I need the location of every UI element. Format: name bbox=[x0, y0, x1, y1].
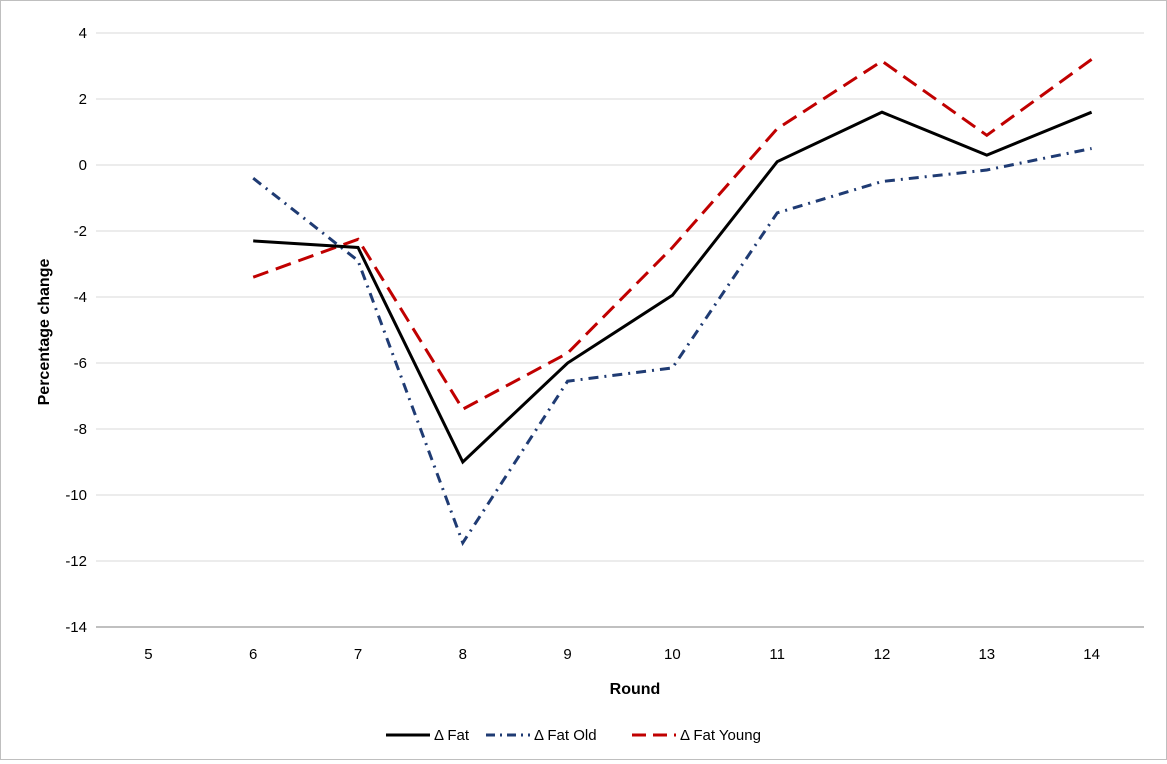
series-line bbox=[252, 58, 1093, 412]
x-tick-label: 14 bbox=[1083, 646, 1100, 663]
series-lines bbox=[252, 58, 1093, 547]
legend-label: Δ Fat bbox=[434, 727, 470, 744]
legend-label: Δ Fat Young bbox=[680, 727, 761, 744]
x-tick-label: 7 bbox=[354, 646, 362, 663]
y-tick-label: -2 bbox=[74, 223, 87, 240]
x-tick-label: 9 bbox=[563, 646, 571, 663]
y-tick-label: -12 bbox=[65, 553, 87, 570]
x-tick-label: 8 bbox=[459, 646, 467, 663]
x-axis-title: Round bbox=[610, 681, 661, 698]
legend-label: Δ Fat Old bbox=[534, 727, 597, 744]
x-tick-label: 10 bbox=[664, 646, 681, 663]
gridlines bbox=[96, 32, 1144, 562]
y-tick-labels: 4 2 0 -2 -4 -6 -8 -10 -12 -14 bbox=[65, 25, 87, 636]
y-tick-label: -14 bbox=[65, 619, 87, 636]
y-tick-label: -4 bbox=[74, 289, 87, 306]
x-tick-labels: 5 6 7 8 9 10 11 12 13 14 bbox=[144, 646, 1100, 663]
y-tick-label: -10 bbox=[65, 487, 87, 504]
y-tick-label: 2 bbox=[79, 91, 87, 108]
x-tick-label: 13 bbox=[978, 646, 995, 663]
y-tick-label: 4 bbox=[79, 25, 87, 42]
x-tick-label: 6 bbox=[249, 646, 257, 663]
x-tick-label: 11 bbox=[769, 646, 785, 663]
series-line bbox=[252, 147, 1092, 547]
y-axis-title: Percentage change bbox=[36, 259, 53, 406]
y-tick-label: 0 bbox=[79, 157, 87, 174]
y-tick-label: -8 bbox=[74, 421, 87, 438]
x-tick-label: 5 bbox=[144, 646, 152, 663]
x-tick-label: 12 bbox=[874, 646, 891, 663]
series-line bbox=[253, 110, 1093, 465]
y-tick-label: -6 bbox=[74, 355, 87, 372]
legend: Δ Fat Δ Fat Old Δ Fat Young bbox=[386, 727, 761, 744]
